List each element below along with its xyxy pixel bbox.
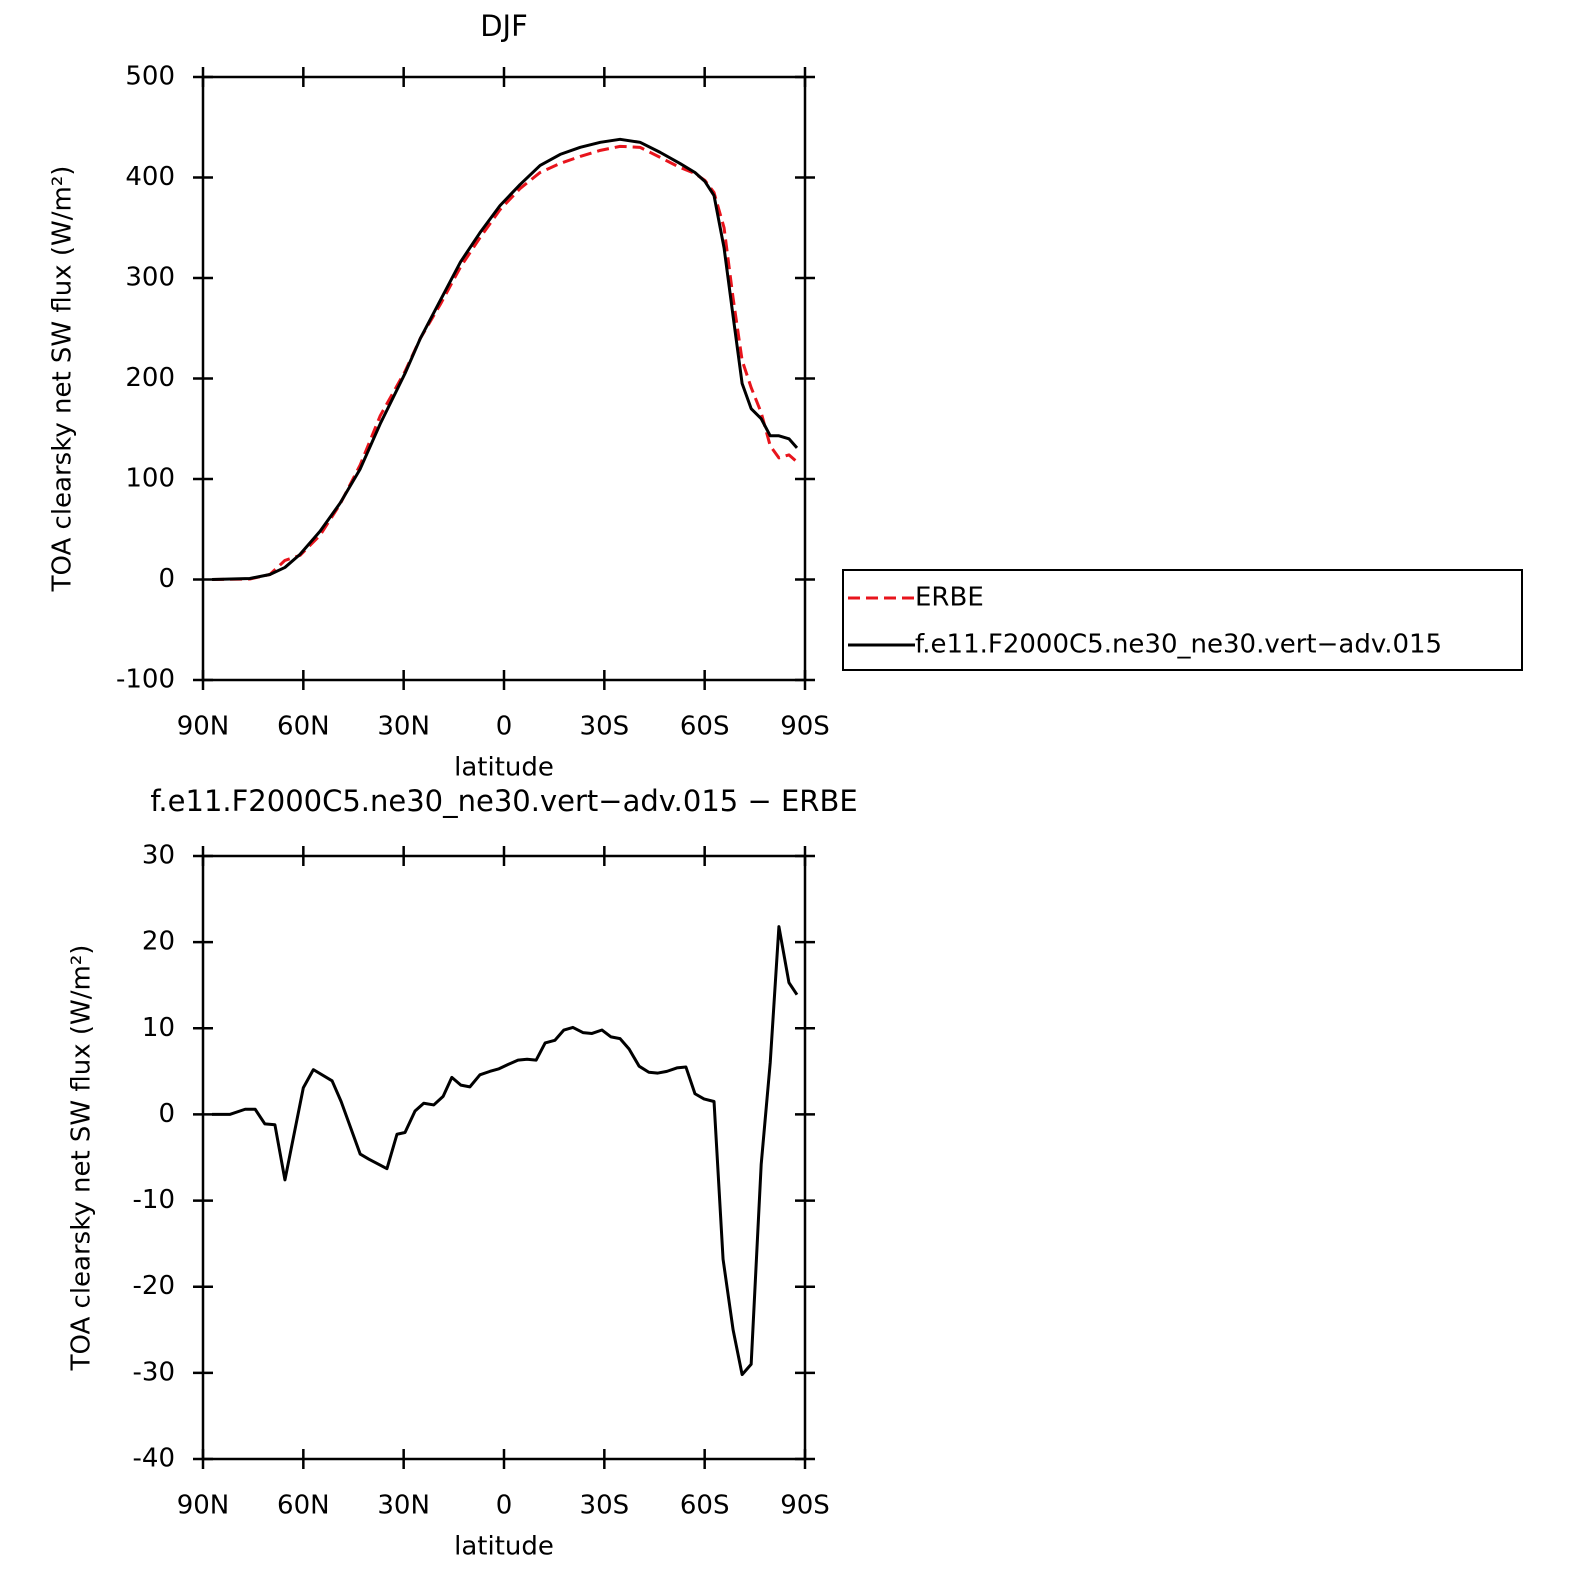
legend: ERBE f.e11.F2000C5.ne30_ne30.vert−adv.015 — [842, 569, 1523, 671]
x-tick-label: 0 — [496, 712, 513, 742]
chart-title: f.e11.F2000C5.ne30_ne30.vert−adv.015 − E… — [150, 784, 857, 818]
chart-title: DJF — [480, 9, 528, 43]
x-tick-label: 0 — [496, 1491, 513, 1521]
x-tick-label: 60N — [277, 712, 330, 742]
x-axis-label: latitude — [454, 1532, 554, 1562]
x-tick-label: 30S — [580, 712, 630, 742]
x-tick-label: 30N — [377, 1491, 430, 1521]
series-line — [211, 137, 799, 581]
y-tick-label: 20 — [142, 927, 175, 957]
y-tick-label: 0 — [158, 1099, 175, 1129]
x-tick-label: 90S — [780, 1491, 830, 1521]
x-tick-label: 90N — [177, 1491, 230, 1521]
plot-frame — [201, 75, 807, 682]
legend-label: f.e11.F2000C5.ne30_ne30.vert−adv.015 — [915, 630, 1442, 660]
x-tick-label: 30S — [580, 1491, 630, 1521]
x-tick-label: 60S — [680, 712, 730, 742]
x-tick-label: 60S — [680, 1491, 730, 1521]
y-tick-label: -30 — [133, 1357, 175, 1387]
y-tick-label: -40 — [133, 1444, 175, 1474]
series-line — [212, 144, 798, 581]
x-tick-label: 90S — [780, 712, 830, 742]
y-tick-label: 10 — [142, 1013, 175, 1043]
plot-frame — [201, 854, 807, 1461]
legend-label: ERBE — [915, 583, 984, 613]
y-tick-label: 30 — [142, 841, 175, 871]
y-tick-label: 500 — [125, 62, 175, 92]
x-tick-label: 90N — [177, 712, 230, 742]
series-line — [212, 925, 799, 1377]
y-tick-label: 400 — [125, 162, 175, 192]
y-tick-label: 300 — [125, 263, 175, 293]
y-axis-label: TOA clearsky net SW flux (W/m²) — [48, 166, 78, 593]
x-axis-label: latitude — [454, 753, 554, 783]
y-tick-label: 200 — [125, 363, 175, 393]
y-axis-label: TOA clearsky net SW flux (W/m²) — [67, 945, 97, 1372]
y-tick-label: -20 — [133, 1271, 175, 1301]
y-tick-label: 100 — [125, 464, 175, 494]
y-tick-label: -100 — [116, 665, 175, 695]
x-tick-label: 60N — [277, 1491, 330, 1521]
legend-box — [842, 569, 1523, 671]
y-tick-label: -10 — [133, 1185, 175, 1215]
y-tick-label: 0 — [158, 564, 175, 594]
x-tick-label: 30N — [377, 712, 430, 742]
